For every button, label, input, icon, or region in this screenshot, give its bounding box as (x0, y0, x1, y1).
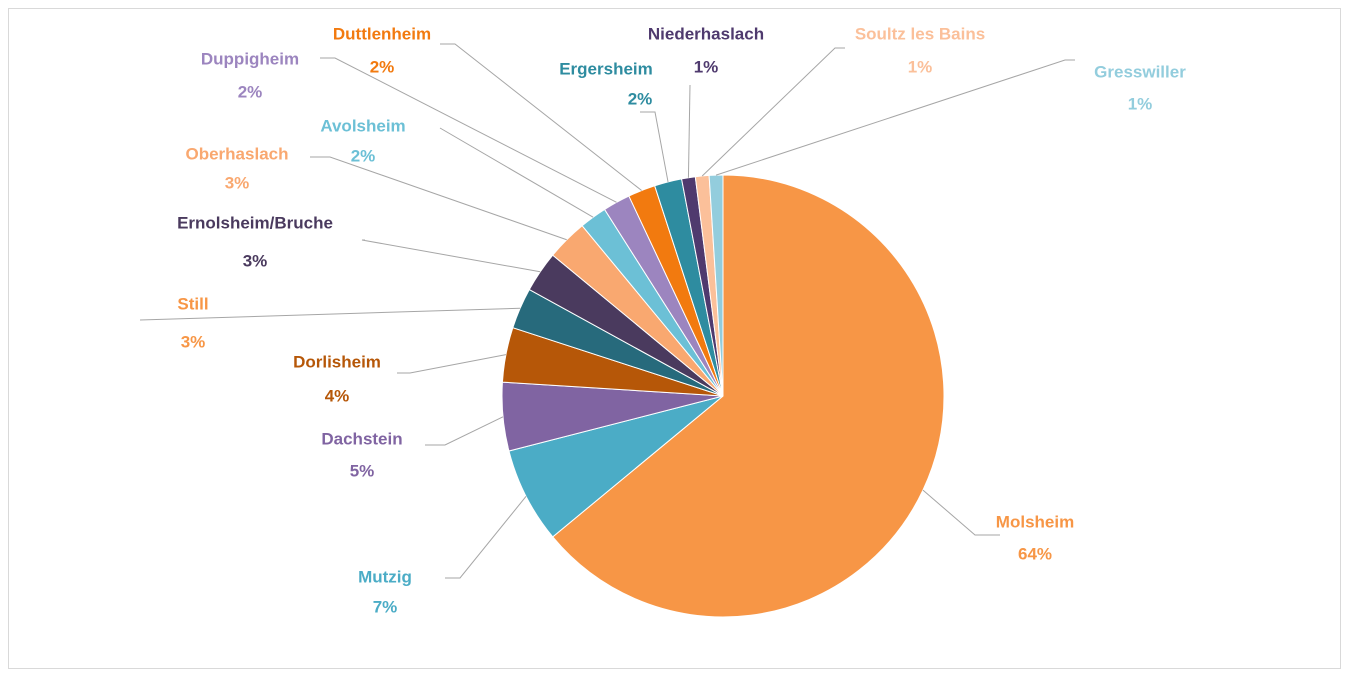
leader-line (687, 84, 691, 178)
slice-label: Duttlenheim (333, 24, 431, 43)
leader-line (439, 127, 594, 218)
slice-label: Soultz les Bains (855, 24, 985, 43)
slice-label: Mutzig (358, 567, 412, 586)
slice-label: Ergersheim (559, 59, 653, 78)
leader-line (440, 43, 642, 191)
slice-value-label: 7% (373, 597, 398, 616)
slice-value-label: 5% (350, 461, 375, 480)
slice-label: Dachstein (321, 429, 402, 448)
leader-line (320, 57, 617, 203)
slice-value-label: 3% (243, 251, 268, 270)
slice-value-label: 1% (908, 57, 933, 76)
slice-label: Ernolsheim/Bruche (177, 213, 333, 232)
slice-value-label: 1% (1128, 94, 1153, 113)
leader-line (139, 307, 521, 321)
slice-label: Oberhaslach (186, 144, 289, 163)
slice-value-label: 4% (325, 386, 350, 405)
slice-value-label: 2% (238, 82, 263, 101)
leader-line (397, 354, 507, 374)
slice-label: Gresswiller (1094, 62, 1186, 81)
leader-line (640, 111, 669, 183)
slice-value-label: 2% (351, 146, 376, 165)
slice-label: Still (177, 294, 208, 313)
leader-line (701, 47, 845, 177)
slice-value-label: 3% (225, 173, 250, 192)
leader-line (310, 156, 567, 241)
slice-value-label: 3% (181, 332, 206, 351)
leader-line (361, 239, 541, 273)
slice-value-label: 1% (694, 57, 719, 76)
slice-label: Duppigheim (201, 49, 299, 68)
leader-line (425, 416, 504, 446)
leader-line (922, 489, 1000, 536)
leader-line (445, 496, 527, 579)
slice-label: Niederhaslach (648, 24, 764, 43)
slice-value-label: 2% (370, 57, 395, 76)
slice-value-label: 64% (1018, 544, 1052, 563)
pie-slice (708, 174, 724, 397)
slice-label: Dorlisheim (293, 352, 381, 371)
leader-line (715, 59, 1075, 176)
slice-label: Molsheim (996, 512, 1074, 531)
slice-label: Avolsheim (320, 116, 405, 135)
slice-value-label: 2% (628, 89, 653, 108)
